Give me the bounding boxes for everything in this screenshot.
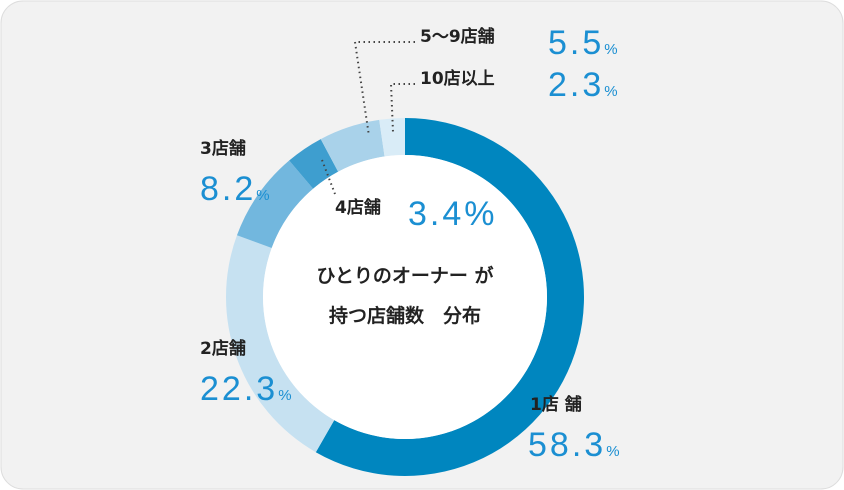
value-unit: %	[256, 187, 272, 204]
slice	[315, 118, 584, 477]
slice	[226, 235, 335, 453]
category-label: 2店舗	[200, 338, 246, 359]
chart-title: ひとりのオーナー が	[316, 264, 493, 287]
category-label: 5〜9店舗	[420, 26, 495, 47]
value-unit: %	[604, 83, 620, 100]
value-label: 2.3%	[548, 66, 621, 104]
value-label: 5.5%	[548, 24, 621, 62]
value-label: 3.4%	[408, 195, 498, 233]
leader-line	[389, 83, 415, 133]
value-number: 5.5	[548, 24, 604, 62]
slice	[289, 139, 339, 189]
leader-line	[353, 41, 415, 137]
value-number: 3.4	[408, 195, 464, 233]
value-label: 8.2%	[200, 170, 273, 208]
category-label: 10店以上	[420, 68, 495, 89]
value-unit: %	[278, 387, 294, 404]
donut-hole	[263, 155, 547, 439]
category-label: 4店舗	[335, 197, 381, 218]
value-unit: %	[464, 195, 497, 233]
value-number: 2.3	[548, 66, 604, 104]
value-unit: %	[604, 41, 620, 58]
leader-line	[321, 159, 336, 195]
chart-title: 持つ店舗数 分布	[329, 304, 481, 327]
value-number: 22.3	[200, 370, 278, 408]
value-label: 22.3%	[200, 370, 295, 408]
category-label: 1店 舗	[530, 394, 582, 415]
slice	[379, 118, 405, 157]
value-label: 58.3%	[528, 426, 623, 464]
value-number: 8.2	[200, 170, 256, 208]
value-unit: %	[606, 443, 622, 460]
slice	[236, 160, 314, 249]
slice	[320, 119, 385, 172]
value-number: 58.3	[528, 426, 606, 464]
category-label: 3店舗	[200, 138, 246, 159]
